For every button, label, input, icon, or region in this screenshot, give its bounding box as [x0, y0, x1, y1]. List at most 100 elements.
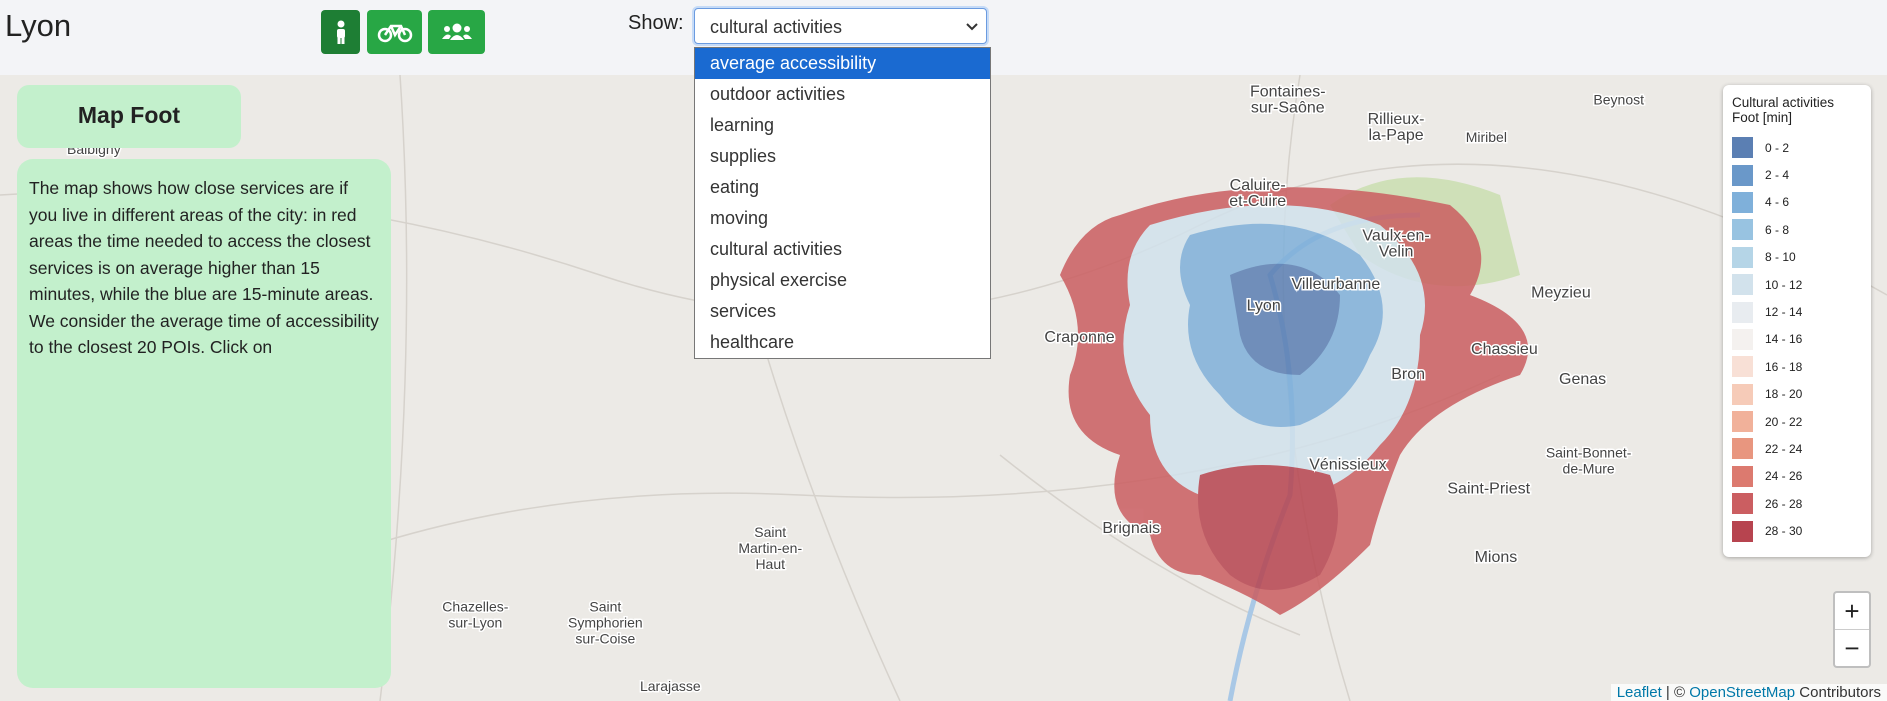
- legend-item: 28 - 30: [1732, 517, 1862, 544]
- dropdown-option[interactable]: moving: [710, 208, 769, 228]
- place-label-line: Miribel: [1466, 129, 1507, 145]
- leaflet-link[interactable]: Leaflet: [1616, 684, 1662, 701]
- legend-swatch: [1732, 493, 1753, 515]
- place-label: Saint Symphorien sur-Coise: [568, 598, 643, 646]
- place-label-line: Craponne: [1044, 329, 1114, 346]
- dropdown-option[interactable]: average accessibility: [695, 48, 990, 79]
- attribution-sep: | ©: [1665, 684, 1686, 701]
- dropdown-option[interactable]: outdoor activities: [710, 84, 846, 104]
- group-icon: [441, 23, 472, 40]
- group-button[interactable]: [428, 10, 485, 54]
- legend-label: 24 - 26: [1765, 469, 1803, 484]
- place-label-line: sur-Coise: [575, 630, 635, 646]
- legend-title-line: Foot [min]: [1732, 110, 1793, 125]
- walk-icon: [336, 20, 345, 44]
- place-label-line: Beynost: [1593, 92, 1644, 108]
- osm-link[interactable]: OpenStreetMap: [1689, 684, 1796, 701]
- chevron: [966, 23, 978, 31]
- legend-title: Cultural activities Foot [min]: [1732, 95, 1862, 125]
- legend-label: 26 - 28: [1765, 496, 1803, 511]
- place-label-line: Brignais: [1102, 520, 1160, 537]
- legend-item: 12 - 14: [1732, 298, 1862, 325]
- place-label-line: de-Mure: [1563, 460, 1615, 476]
- place-label: Beynost: [1593, 92, 1644, 108]
- legend-label: 2 - 4: [1765, 168, 1790, 183]
- place-label-line: Vénissieux: [1309, 456, 1386, 473]
- legend-swatch: [1732, 246, 1753, 268]
- legend-label: 22 - 24: [1765, 441, 1803, 456]
- dropdown-option[interactable]: physical exercise: [710, 270, 848, 290]
- place-label: Genas: [1559, 371, 1606, 388]
- place-label-line: Saint: [589, 598, 621, 614]
- walk-button[interactable]: [321, 10, 360, 54]
- legend: Cultural activities Foot [min] 0 - 2 2 - 4 4…: [1723, 85, 1871, 557]
- legend-label: 18 - 20: [1765, 387, 1803, 402]
- place-label-line: Saint: [754, 524, 786, 540]
- place-label: Villeurbanne: [1292, 276, 1381, 293]
- legend-label: 10 - 12: [1765, 277, 1803, 292]
- place-label: Saint-Priest: [1447, 480, 1530, 497]
- dropdown-option[interactable]: eating: [710, 177, 760, 197]
- place-label: Caluire-et-Cuire: [1229, 177, 1286, 210]
- place-label-line: Caluire-: [1230, 177, 1286, 194]
- legend-item: 4 - 6: [1732, 189, 1862, 216]
- place-label: Miribel: [1466, 129, 1507, 145]
- legend-swatch: [1732, 191, 1753, 213]
- place-label: Meyzieu: [1531, 284, 1591, 301]
- legend-swatch: [1732, 219, 1753, 241]
- legend-label: 14 - 16: [1765, 332, 1803, 347]
- place-label: Fontaines-sur-Saône: [1250, 83, 1326, 116]
- place-label-line: Vaulx-en-: [1362, 228, 1429, 245]
- dropdown-option[interactable]: services: [710, 301, 777, 321]
- place-label: Larajasse: [640, 678, 701, 694]
- place-label-line: Saint-Bonnet-: [1546, 444, 1632, 460]
- legend-swatch: [1732, 164, 1753, 186]
- dropdown-option[interactable]: cultural activities: [710, 239, 843, 259]
- place-label-line: Chazelles-: [442, 598, 508, 614]
- place-label-line: Symphorien: [568, 614, 643, 630]
- bike-icon: [377, 24, 412, 43]
- place-label-line: Mions: [1475, 549, 1518, 566]
- legend-label: 28 - 30: [1765, 524, 1803, 539]
- legend-item: 22 - 24: [1732, 435, 1862, 462]
- panel-text: The map shows how close services are if …: [17, 159, 391, 688]
- legend-label: 6 - 8: [1765, 222, 1790, 237]
- legend-item: 8 - 10: [1732, 244, 1862, 271]
- bike-button[interactable]: [367, 10, 422, 54]
- place-label-line: Fontaines-: [1250, 83, 1326, 100]
- place-label-line: la-Pape: [1368, 127, 1423, 144]
- zoom-control: + −: [1833, 591, 1871, 668]
- place-label: Rillieux-la-Pape: [1368, 111, 1425, 144]
- legend-item: 24 - 26: [1732, 463, 1862, 490]
- place-label-line: Chassieu: [1471, 341, 1538, 358]
- legend-items: 0 - 2 2 - 4 4 - 6 6 - 8 8 - 10 10 - 12 12 - 14…: [1732, 134, 1862, 545]
- legend-swatch: [1732, 438, 1753, 460]
- legend-swatch: [1732, 328, 1753, 350]
- dropdown-option[interactable]: healthcare: [710, 332, 795, 352]
- city-title: Lyon: [5, 8, 72, 43]
- zoom-in[interactable]: +: [1835, 593, 1869, 630]
- legend-swatch: [1732, 383, 1753, 405]
- place-label-line: Saint-Priest: [1447, 480, 1530, 497]
- place-label-line: Bron: [1391, 366, 1425, 383]
- place-label-line: Meyzieu: [1531, 284, 1591, 301]
- legend-swatch: [1732, 520, 1753, 542]
- legend-item: 10 - 12: [1732, 271, 1862, 298]
- attribution: Leaflet | © OpenStreetMap Contributors: [1610, 684, 1887, 701]
- place-label: Saint-Bonnet-de-Mure: [1546, 444, 1632, 476]
- dropdown-option[interactable]: supplies: [710, 146, 777, 166]
- dropdown-option[interactable]: learning: [710, 115, 775, 135]
- place-label: Saint Martin-en-Haut: [738, 524, 802, 572]
- category-select[interactable]: cultural activities: [694, 8, 987, 44]
- place-label-line: sur-Lyon: [448, 614, 502, 630]
- legend-swatch: [1732, 411, 1753, 433]
- zoom-out[interactable]: −: [1844, 633, 1860, 663]
- legend-item: 0 - 2: [1732, 134, 1862, 161]
- legend-label: 8 - 10: [1765, 250, 1796, 265]
- show-label: Show:: [628, 12, 684, 34]
- place-label-line: sur-Saône: [1251, 99, 1325, 116]
- accessibility-hexes: [1060, 187, 1529, 615]
- legend-swatch: [1732, 356, 1753, 378]
- place-label: Vaulx-en-Velin: [1362, 228, 1429, 261]
